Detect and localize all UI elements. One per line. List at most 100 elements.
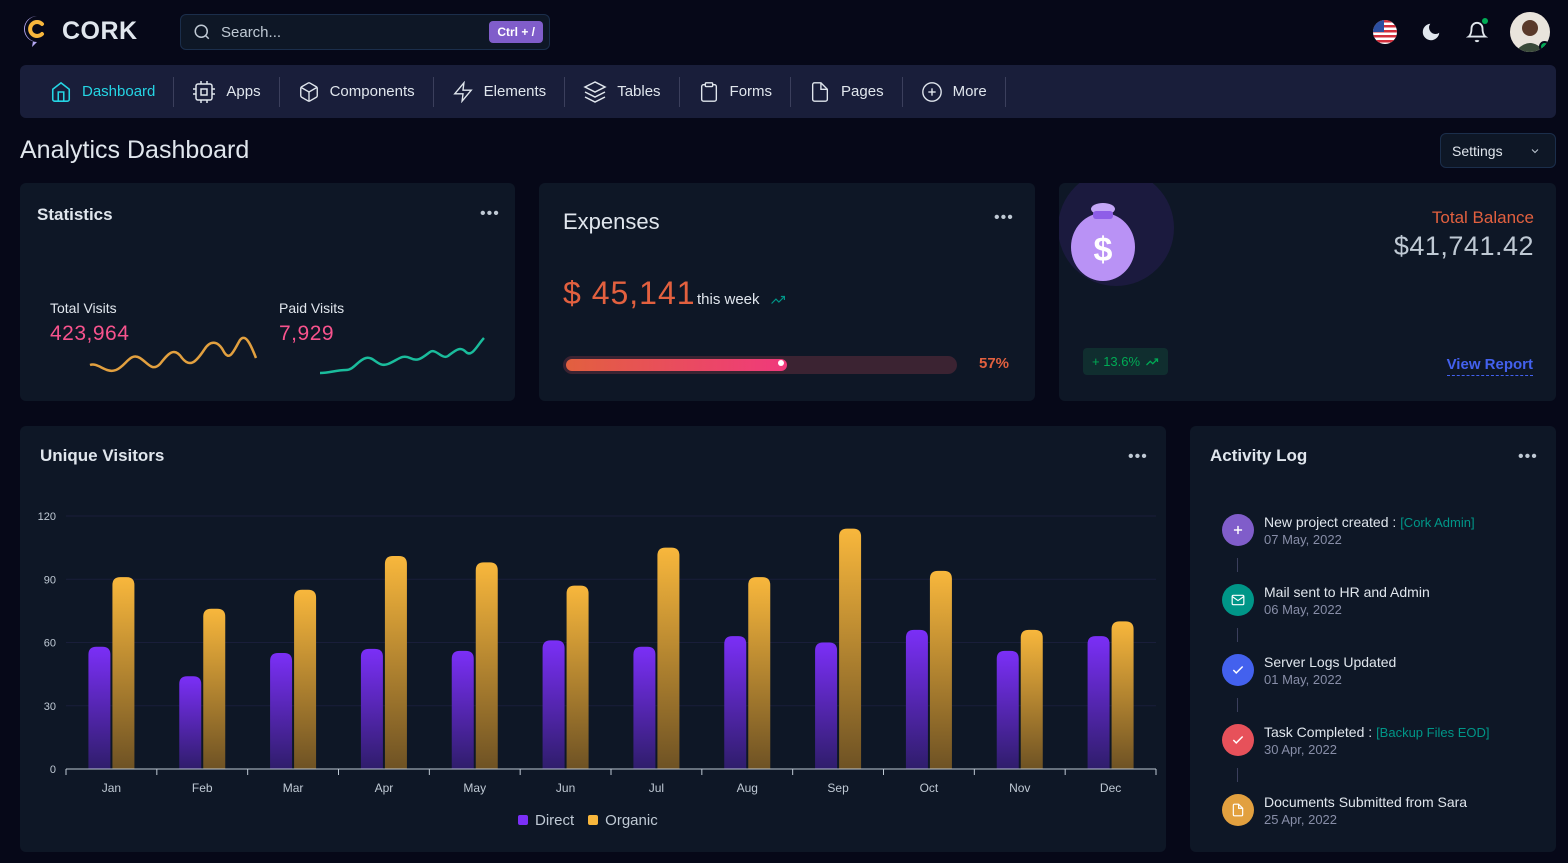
bar-organic[interactable] bbox=[294, 589, 317, 769]
x-tick-label: Oct bbox=[920, 781, 939, 795]
bar-organic[interactable] bbox=[566, 585, 589, 769]
expenses-amount: $ 45,141 bbox=[563, 275, 696, 311]
bar-direct[interactable] bbox=[270, 653, 293, 769]
x-tick-label: Nov bbox=[1009, 781, 1030, 795]
x-tick-label: Apr bbox=[375, 781, 394, 795]
paid-visits-value: 7,929 bbox=[279, 322, 335, 345]
brand[interactable]: CORK bbox=[22, 14, 138, 48]
nav-item-forms[interactable]: Forms bbox=[680, 76, 792, 107]
notifications-button[interactable] bbox=[1464, 18, 1490, 45]
bar-direct[interactable] bbox=[179, 676, 202, 769]
search-box[interactable]: Ctrl + / bbox=[180, 14, 550, 50]
activity-title-text: Task Completed : bbox=[1264, 724, 1373, 740]
check-icon bbox=[1232, 665, 1244, 674]
bar-direct[interactable] bbox=[905, 629, 928, 769]
bar-organic[interactable] bbox=[203, 608, 226, 769]
nav-label: Apps bbox=[226, 83, 261, 100]
home-icon bbox=[51, 81, 71, 102]
bar-organic[interactable] bbox=[748, 577, 771, 769]
x-tick-label: Aug bbox=[737, 781, 758, 795]
check-icon bbox=[1232, 735, 1244, 744]
brand-name: CORK bbox=[62, 16, 138, 45]
view-report-link[interactable]: View Report bbox=[1446, 356, 1533, 376]
bar-direct[interactable] bbox=[88, 646, 111, 769]
nav-item-elements[interactable]: Elements bbox=[434, 76, 566, 107]
bar-direct[interactable] bbox=[542, 640, 565, 769]
nav-item-pages[interactable]: Pages bbox=[791, 76, 903, 107]
bar-organic[interactable] bbox=[384, 556, 407, 769]
x-tick-label: Mar bbox=[283, 781, 304, 795]
timeline-connector bbox=[1237, 698, 1238, 712]
bar-direct[interactable] bbox=[724, 636, 747, 769]
activity-tag: [Backup Files EOD] bbox=[1376, 725, 1490, 740]
bar-organic[interactable] bbox=[1111, 621, 1134, 769]
bar-direct[interactable] bbox=[815, 642, 838, 770]
paid-visits-sparkline bbox=[319, 337, 485, 375]
nav-item-apps[interactable]: Apps bbox=[174, 76, 280, 107]
activity-title-text: Server Logs Updated bbox=[1264, 654, 1397, 670]
y-tick-label: 90 bbox=[44, 574, 56, 586]
main-navigation: Dashboard Apps Components Elements Table… bbox=[20, 65, 1556, 118]
bar-organic[interactable] bbox=[475, 562, 498, 769]
online-status-dot bbox=[1539, 41, 1550, 52]
bar-direct[interactable] bbox=[360, 648, 383, 769]
nav-item-components[interactable]: Components bbox=[280, 76, 434, 107]
x-tick-label: Jul bbox=[649, 781, 664, 795]
nav-label: Tables bbox=[617, 83, 661, 100]
notification-dot bbox=[1482, 18, 1488, 24]
nav-label: Dashboard bbox=[82, 83, 156, 100]
nav-item-dashboard[interactable]: Dashboard bbox=[32, 76, 175, 107]
bar-organic[interactable] bbox=[839, 528, 862, 769]
bell-icon bbox=[1466, 22, 1488, 43]
settings-dropdown[interactable]: Settings bbox=[1440, 133, 1556, 168]
timeline-connector bbox=[1237, 768, 1238, 782]
legend-item-direct[interactable]: Direct bbox=[518, 812, 574, 829]
unique-visitors-menu-button[interactable]: ••• bbox=[1128, 448, 1148, 465]
bar-direct[interactable] bbox=[1087, 636, 1110, 769]
activity-log-card: Activity Log ••• New project created : [… bbox=[1190, 426, 1556, 852]
total-visits-sparkline bbox=[89, 336, 258, 373]
unique-visitors-card: Unique Visitors ••• 0 30 60 90 120 Jan Feb Mar A… bbox=[20, 426, 1166, 852]
legend-label: Organic bbox=[605, 812, 658, 829]
user-avatar[interactable] bbox=[1510, 12, 1550, 52]
bar-organic[interactable] bbox=[657, 547, 680, 769]
search-input[interactable] bbox=[221, 23, 471, 41]
box-icon bbox=[299, 81, 318, 102]
bar-organic[interactable] bbox=[929, 570, 952, 769]
unique-visitors-chart: 0 30 60 90 120 Jan Feb Mar Apr May Jun Jul Aug Sep Oct… bbox=[38, 511, 1157, 795]
theme-toggle-button[interactable] bbox=[1418, 19, 1444, 45]
activity-tag: [Cork Admin] bbox=[1400, 515, 1475, 530]
activity-log-menu-button[interactable]: ••• bbox=[1518, 448, 1538, 465]
activity-title: Task Completed : [Backup Files EOD] bbox=[1264, 724, 1490, 740]
cork-logo-icon bbox=[24, 16, 46, 47]
y-tick-label: 0 bbox=[50, 764, 56, 776]
x-tick-label: Dec bbox=[1100, 781, 1121, 795]
chart-legend: Direct Organic bbox=[518, 812, 658, 829]
activity-icon bbox=[1222, 514, 1254, 546]
nav-item-tables[interactable]: Tables bbox=[565, 76, 680, 107]
bar-direct[interactable] bbox=[451, 650, 474, 769]
statistics-title: Statistics bbox=[37, 205, 113, 224]
balance-change-value: + 13.6% bbox=[1092, 354, 1141, 369]
language-button[interactable] bbox=[1372, 19, 1398, 45]
bar-organic[interactable] bbox=[112, 577, 135, 769]
legend-item-organic[interactable]: Organic bbox=[588, 812, 658, 829]
bar-direct[interactable] bbox=[996, 650, 1019, 769]
header-actions bbox=[1372, 12, 1550, 52]
expenses-menu-button[interactable]: ••• bbox=[994, 209, 1014, 226]
expenses-period: this week bbox=[697, 291, 786, 308]
nav-label: Components bbox=[329, 83, 415, 100]
bar-organic[interactable] bbox=[1020, 629, 1043, 769]
statistics-menu-button[interactable]: ••• bbox=[480, 205, 500, 222]
page-title: Analytics Dashboard bbox=[20, 136, 250, 164]
layers-icon bbox=[583, 80, 607, 103]
activity-log-title: Activity Log bbox=[1210, 446, 1308, 465]
activity-title-text: Mail sent to HR and Admin bbox=[1264, 584, 1430, 600]
timeline-connector bbox=[1237, 628, 1238, 642]
expenses-progress-label: 57% bbox=[979, 355, 1010, 372]
y-tick-label: 60 bbox=[44, 638, 56, 650]
bar-direct[interactable] bbox=[633, 646, 656, 769]
nav-item-more[interactable]: More bbox=[903, 76, 1006, 107]
activity-title: Documents Submitted from Sara bbox=[1264, 794, 1467, 810]
activity-date: 25 Apr, 2022 bbox=[1264, 812, 1338, 827]
